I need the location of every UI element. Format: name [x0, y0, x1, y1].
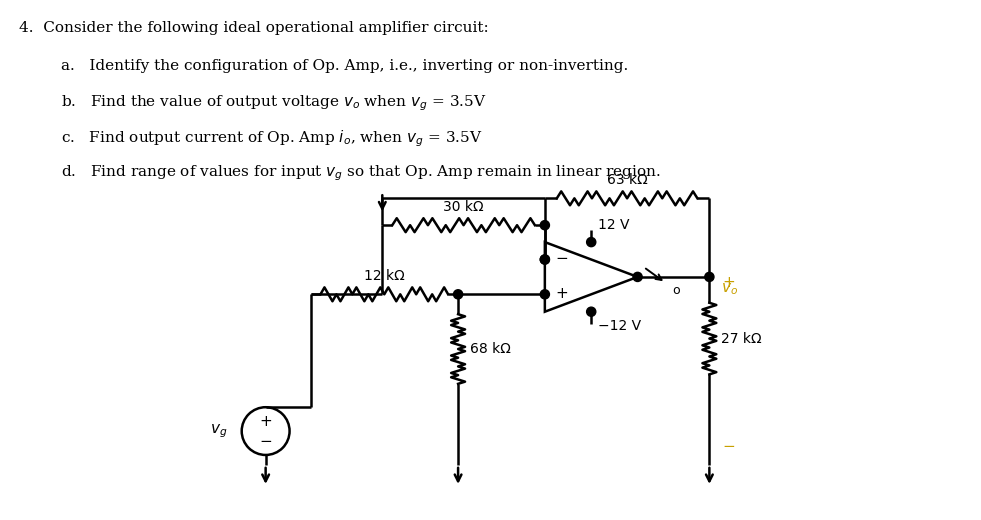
Text: −: − — [259, 434, 272, 449]
Text: −12 V: −12 V — [598, 319, 642, 333]
Text: a.   Identify the configuration of Op. Amp, i.e., inverting or non-inverting.: a. Identify the configuration of Op. Amp… — [61, 59, 629, 73]
Text: d.   Find range of values for input $v_g$ so that Op. Amp remain in linear regio: d. Find range of values for input $v_g$ … — [61, 163, 661, 183]
Text: 30 kΩ: 30 kΩ — [443, 200, 484, 214]
Text: 12 V: 12 V — [598, 218, 630, 232]
Circle shape — [587, 307, 595, 316]
Circle shape — [633, 272, 643, 281]
Circle shape — [541, 220, 549, 230]
Circle shape — [587, 238, 595, 246]
Circle shape — [541, 255, 549, 264]
Text: 12 kΩ: 12 kΩ — [364, 269, 405, 283]
Text: 63 kΩ: 63 kΩ — [606, 173, 647, 187]
Text: 4.  Consider the following ideal operational amplifier circuit:: 4. Consider the following ideal operatio… — [20, 21, 490, 35]
Text: −: − — [556, 251, 569, 266]
Text: $v_o$: $v_o$ — [721, 281, 739, 297]
Text: c.   Find output current of Op. Amp $i_o$, when $v_g$ = 3.5V: c. Find output current of Op. Amp $i_o$,… — [61, 129, 483, 149]
Text: +: + — [722, 276, 735, 290]
Circle shape — [704, 272, 714, 281]
Text: o: o — [673, 284, 680, 297]
Circle shape — [541, 290, 549, 299]
Text: $v_g$: $v_g$ — [210, 422, 228, 440]
Text: 27 kΩ: 27 kΩ — [721, 332, 762, 346]
Text: b.   Find the value of output voltage $v_o$ when $v_g$ = 3.5V: b. Find the value of output voltage $v_o… — [61, 94, 487, 113]
Text: −: − — [722, 439, 735, 454]
Circle shape — [453, 290, 463, 299]
Circle shape — [541, 255, 549, 264]
Text: +: + — [259, 413, 272, 428]
Text: +: + — [556, 286, 569, 301]
Text: 68 kΩ: 68 kΩ — [470, 342, 511, 356]
